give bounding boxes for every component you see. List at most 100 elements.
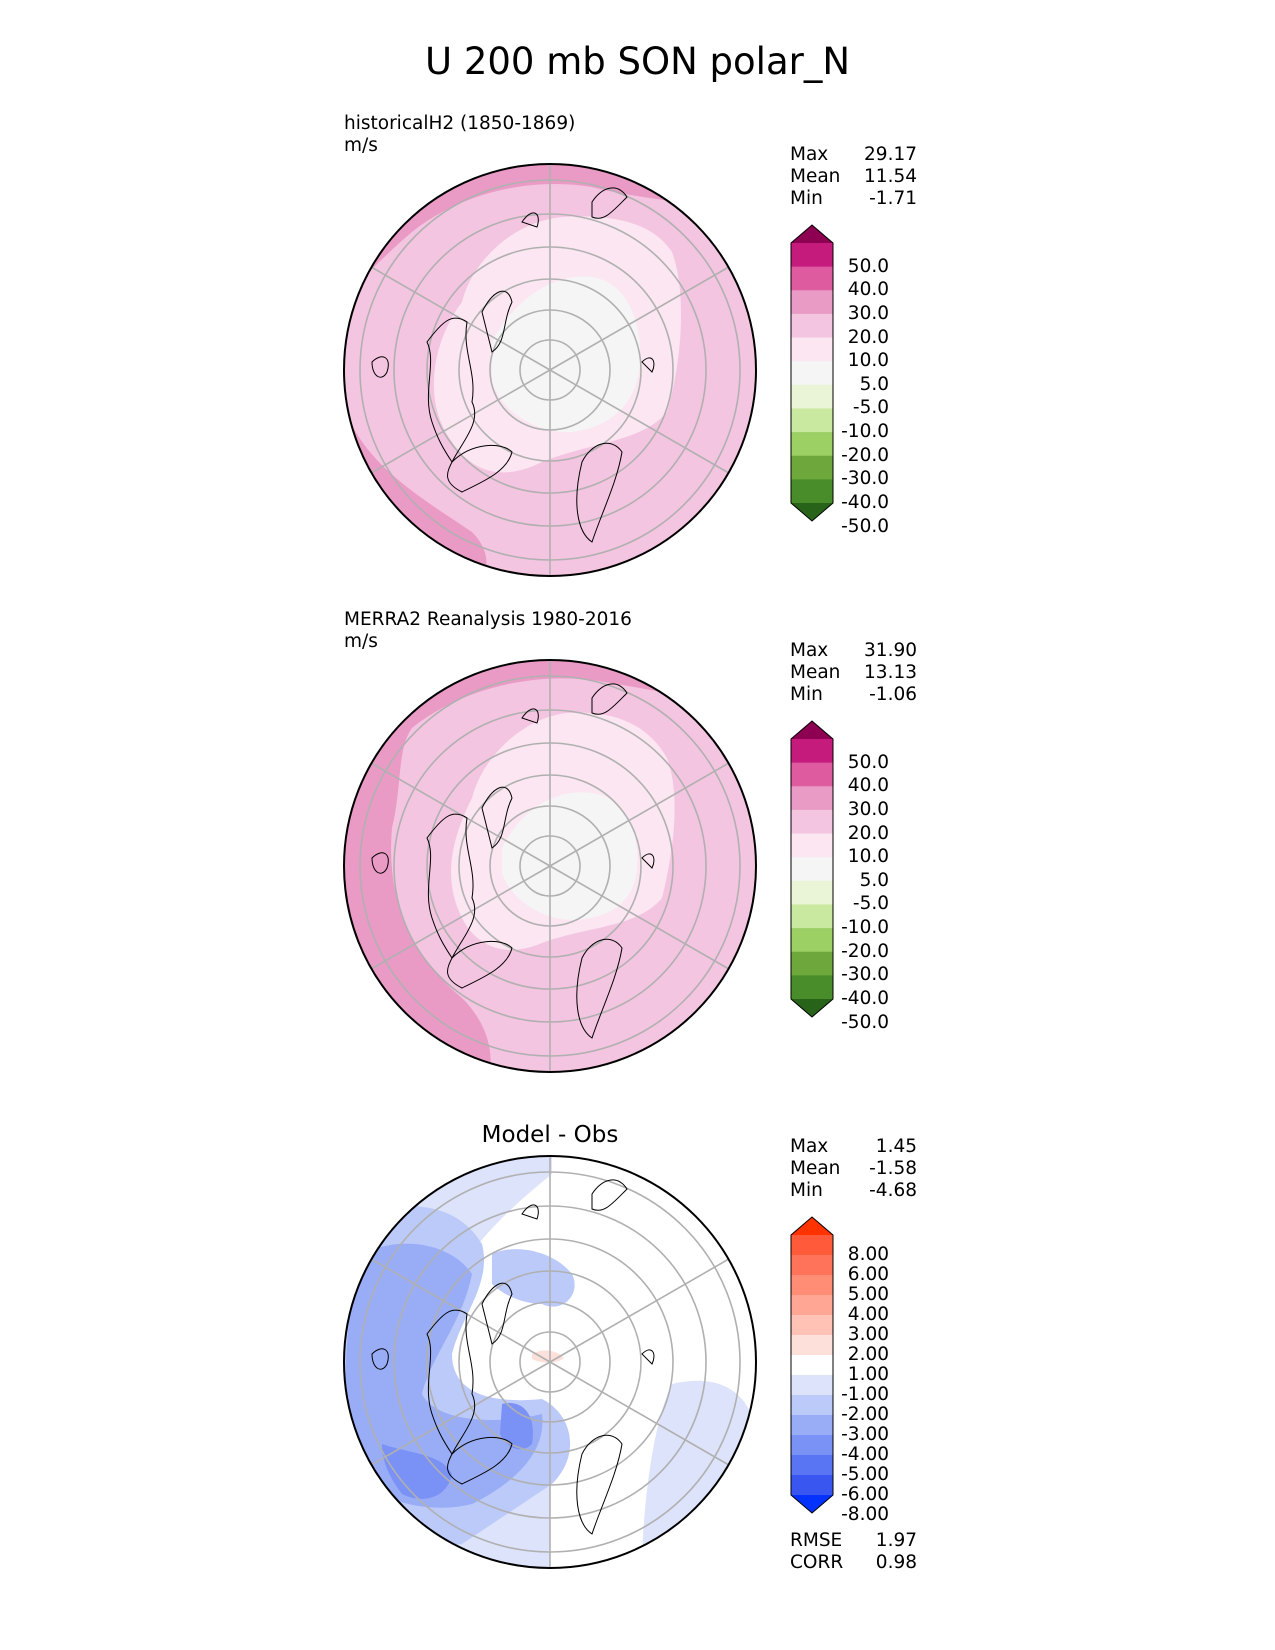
panel-1-stat-value: 29.17	[864, 144, 917, 165]
colorbar-segment	[791, 857, 833, 882]
colorbar-outline	[790, 1216, 834, 1514]
colorbar-segment	[791, 1475, 833, 1496]
colorbar-extend-min	[791, 999, 833, 1017]
coastlines	[371, 683, 655, 1039]
panel-1-stat-label: Min	[790, 188, 823, 209]
colorbar-2-tick-label: 5.0	[859, 869, 889, 891]
panel-1-stat-label: Mean	[790, 166, 841, 187]
colorbar-segment	[791, 361, 833, 386]
colorbar-1-tick-label: -30.0	[841, 468, 889, 490]
colorbar-3-tick-label: 2.00	[847, 1344, 889, 1365]
colorbar-3-tick-label: -8.00	[841, 1504, 889, 1525]
contour-neg3-neg4	[345, 1243, 543, 1508]
colorbar-3-tick-label: -4.00	[841, 1444, 889, 1465]
contour-neg4-neg5	[382, 1444, 452, 1499]
panel-2-title: MERRA2 Reanalysis 1980-2016	[344, 609, 632, 630]
colorbar-3-tick-label: -1.00	[841, 1384, 889, 1405]
colorbar-segment	[791, 1275, 833, 1296]
colorbar-3-tick-label: 1.00	[847, 1364, 889, 1385]
polar-map-2	[343, 659, 757, 1073]
colorbar-segment	[791, 243, 833, 268]
panel-3-stat-value: -1.58	[869, 1158, 917, 1179]
colorbar-3-tick-label: 4.00	[847, 1304, 889, 1325]
panel-3-title: Model - Obs	[481, 1122, 619, 1148]
colorbar-segment	[791, 313, 833, 339]
colorbar-segment	[791, 479, 833, 504]
colorbar-1-tick-label: -10.0	[841, 421, 889, 443]
panel-2-stat-value: 13.13	[864, 662, 917, 683]
colorbar-2-tick-label: -10.0	[841, 917, 889, 939]
colorbar-2-tick-label: -20.0	[841, 940, 889, 962]
colorbar-segment	[791, 1435, 833, 1456]
panel-2-stat-label: Min	[790, 684, 823, 705]
colorbar-1-tick-label: 5.0	[859, 373, 889, 395]
colorbar-2-tick-label: -5.0	[852, 893, 889, 915]
polar-map-3	[343, 1155, 757, 1569]
colorbar-extend-min	[791, 1495, 833, 1513]
panel-1-stat-value: -1.71	[869, 188, 917, 209]
colorbar-segment	[791, 975, 833, 1000]
colorbar-2-tick-label: -50.0	[841, 1011, 889, 1033]
colorbar-outline	[790, 720, 834, 1018]
panel-2-stat-value: 31.90	[864, 640, 917, 661]
graticule	[359, 660, 741, 1072]
colorbar-2-tick-label: 40.0	[847, 775, 889, 797]
panel-2-stat-value: -1.06	[869, 684, 917, 705]
colorbar-segment	[791, 786, 833, 811]
graticule	[359, 1156, 741, 1568]
panel-2-stat-label: Mean	[790, 662, 841, 683]
colorbar-3-tick-label: -6.00	[841, 1484, 889, 1505]
colorbar-segment	[791, 432, 833, 457]
colorbar-extend-max	[791, 1217, 833, 1235]
colorbar-segment	[791, 880, 833, 905]
colorbar-segment	[791, 739, 833, 764]
panel-3-metric-label: CORR	[790, 1552, 844, 1573]
colorbar-2-tick-label: 30.0	[847, 798, 889, 820]
panel-3-stat-value: -4.68	[869, 1180, 917, 1201]
colorbar-segment	[791, 1415, 833, 1436]
colorbar-1-tick-label: 30.0	[847, 302, 889, 324]
colorbar-3-tick-label: 8.00	[847, 1244, 889, 1265]
colorbar-segment	[791, 408, 833, 433]
colorbar-extend-min	[791, 503, 833, 521]
panel-1-title: historicalH2 (1850-1869)	[344, 113, 576, 134]
panel-2-stat-label: Max	[790, 640, 829, 661]
colorbar-segment	[791, 1355, 833, 1376]
colorbar-1-tick-label: 40.0	[847, 279, 889, 301]
graticule	[359, 164, 741, 576]
colorbar-extend-max	[791, 721, 833, 739]
colorbar-segment	[791, 762, 833, 787]
coastlines	[371, 1179, 655, 1535]
colorbar-segment	[791, 1335, 833, 1356]
colorbar-1-tick-label: -5.0	[852, 397, 889, 419]
contour-20-30	[344, 164, 756, 292]
colorbar-segment	[791, 1255, 833, 1276]
colorbar-segment	[791, 928, 833, 953]
colorbar-2-tick-label: -30.0	[841, 964, 889, 986]
contour-neg5-5	[492, 276, 641, 433]
colorbar-3-tick-label: -2.00	[841, 1404, 889, 1425]
colorbar-3-tick-label: 3.00	[847, 1324, 889, 1345]
panel-3-metric-label: RMSE	[790, 1530, 843, 1551]
colorbar-segment	[791, 290, 833, 315]
panel-3-stat-label: Min	[790, 1180, 823, 1201]
colorbar-segment	[791, 904, 833, 929]
colorbar-segment	[791, 337, 833, 362]
panel-3-metric-value: 1.97	[875, 1530, 917, 1551]
panel-3-stat-label: Mean	[790, 1158, 841, 1179]
colorbar-segment	[791, 266, 833, 291]
colorbar-segment	[791, 1315, 833, 1336]
panel-3-metric-value: 0.98	[875, 1552, 917, 1573]
colorbar-3-tick-label: -3.00	[841, 1424, 889, 1445]
contour-neg4-neg5	[500, 1403, 533, 1450]
colorbar-segment	[791, 951, 833, 976]
colorbar-segment	[791, 1395, 833, 1416]
colorbar-2	[790, 720, 834, 1018]
panel-3-stat-label: Max	[790, 1136, 829, 1157]
panel-2-units: m/s	[344, 631, 378, 652]
colorbar-3-tick-label: 6.00	[847, 1264, 889, 1285]
panel-3-stat-value: 1.45	[875, 1136, 917, 1157]
colorbar-3-tick-label: 5.00	[847, 1284, 889, 1305]
colorbar-segment	[791, 1375, 833, 1396]
colorbar-1	[790, 224, 834, 522]
